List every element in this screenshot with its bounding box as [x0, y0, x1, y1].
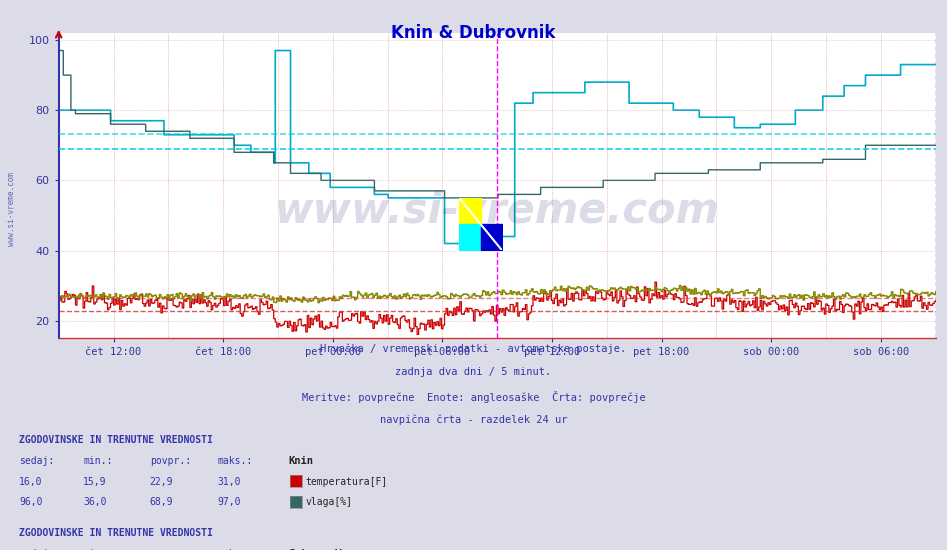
Text: 15,9: 15,9 [83, 476, 107, 487]
Text: sedaj:: sedaj: [19, 548, 54, 550]
Text: ZGODOVINSKE IN TRENUTNE VREDNOSTI: ZGODOVINSKE IN TRENUTNE VREDNOSTI [19, 527, 213, 538]
Text: Meritve: povprečne  Enote: angleosaške  Črta: povprečje: Meritve: povprečne Enote: angleosaške Čr… [302, 391, 645, 403]
Text: Hrvaška / vremenski podatki - avtomatske postaje.: Hrvaška / vremenski podatki - avtomatske… [320, 344, 627, 354]
Text: povpr.:: povpr.: [150, 548, 190, 550]
Text: zadnja dva dni / 5 minut.: zadnja dva dni / 5 minut. [396, 367, 551, 377]
Text: 97,0: 97,0 [218, 497, 241, 508]
Text: 31,0: 31,0 [218, 476, 241, 487]
Text: min.:: min.: [83, 548, 113, 550]
Text: 16,0: 16,0 [19, 476, 43, 487]
Text: temperatura[F]: temperatura[F] [306, 476, 388, 487]
Text: maks.:: maks.: [218, 455, 253, 466]
Text: vlaga[%]: vlaga[%] [306, 497, 353, 508]
Text: maks.:: maks.: [218, 548, 253, 550]
Text: povpr.:: povpr.: [150, 455, 190, 466]
Text: 36,0: 36,0 [83, 497, 107, 508]
Text: www.si-vreme.com: www.si-vreme.com [275, 189, 720, 231]
Text: Dubrovnik: Dubrovnik [289, 548, 345, 550]
Text: sedaj:: sedaj: [19, 455, 54, 466]
Text: 68,9: 68,9 [150, 497, 173, 508]
Text: navpična črta - razdelek 24 ur: navpična črta - razdelek 24 ur [380, 415, 567, 425]
Text: Knin: Knin [289, 455, 313, 466]
Text: ZGODOVINSKE IN TRENUTNE VREDNOSTI: ZGODOVINSKE IN TRENUTNE VREDNOSTI [19, 434, 213, 445]
Text: www.si-vreme.com: www.si-vreme.com [7, 172, 16, 246]
Text: min.:: min.: [83, 455, 113, 466]
Text: 96,0: 96,0 [19, 497, 43, 508]
Text: 22,9: 22,9 [150, 476, 173, 487]
Text: Knin & Dubrovnik: Knin & Dubrovnik [391, 24, 556, 42]
